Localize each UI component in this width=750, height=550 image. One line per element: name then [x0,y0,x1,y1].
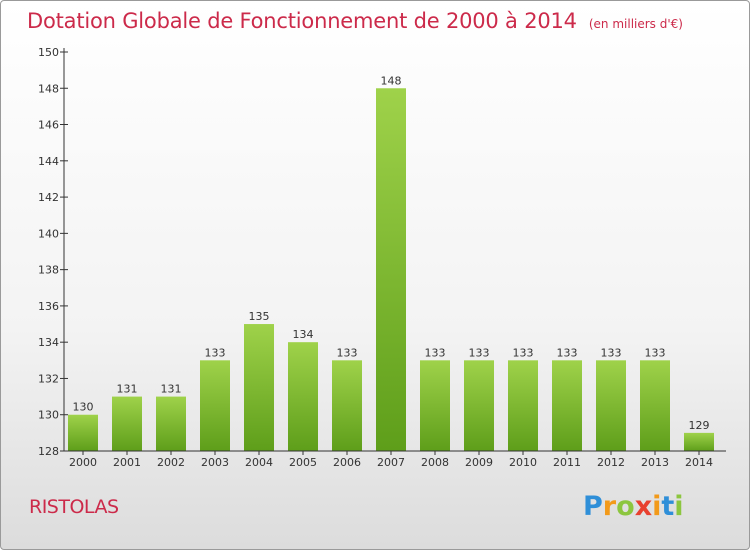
bar-2008 [420,360,450,451]
x-tick-label-2012: 2012 [597,456,625,469]
value-label-2008: 133 [425,346,446,359]
logo-letter: P [583,491,603,522]
y-tick-label-136: 136 [38,300,59,313]
value-label-2013: 133 [645,346,666,359]
x-tick-label-2005: 2005 [289,456,317,469]
logo-letter: t [661,491,675,522]
value-label-2010: 133 [513,346,534,359]
chart-unit: (en milliers d'€) [588,17,683,31]
x-tick-label-2008: 2008 [421,456,449,469]
bars-group: 130 131 131 133 135 134 133 148 133 133 133 133 133 1… [68,74,714,451]
x-tick-label-2010: 2010 [509,456,537,469]
value-label-2005: 134 [293,328,314,341]
value-label-2003: 133 [205,346,226,359]
x-tick-label-2004: 2004 [245,456,273,469]
x-tick-label-2014: 2014 [685,456,713,469]
x-tick-label-2009: 2009 [465,456,493,469]
x-tick-label-2007: 2007 [377,456,405,469]
bar-2010 [508,360,538,451]
value-label-2001: 131 [117,383,138,396]
x-tick-label-2013: 2013 [641,456,669,469]
y-tick-label-150: 150 [38,46,59,59]
bar-2002 [156,396,186,451]
bar-2012 [596,360,626,451]
value-label-2000: 130 [73,401,94,414]
value-label-2002: 131 [161,383,182,396]
bar-2009 [464,360,494,451]
bar-2007 [376,88,406,451]
value-label-2014: 129 [689,419,710,432]
value-label-2006: 133 [337,346,358,359]
x-tick-label-2003: 2003 [201,456,229,469]
bar-2004 [244,324,274,451]
bar-2006 [332,360,362,451]
logo-letter: i [652,491,662,522]
y-tick-label-134: 134 [38,336,59,349]
value-label-2004: 135 [249,310,270,323]
y-tick-label-146: 146 [38,119,59,132]
commune-name: RISTOLAS [29,496,119,518]
chart-title: Dotation Globale de Fonctionnement de 20… [27,9,577,33]
axes-group: 2000 2001 2002 2003 2004 2005 2006 2007 2008 2009… [38,46,726,469]
bar-2005 [288,342,318,451]
value-label-2011: 133 [557,346,578,359]
value-label-2009: 133 [469,346,490,359]
bar-2013 [640,360,670,451]
x-tick-label-2011: 2011 [553,456,581,469]
bar-2001 [112,396,142,451]
value-label-2012: 133 [601,346,622,359]
y-tick-label-132: 132 [38,372,59,385]
x-tick-label-2006: 2006 [333,456,361,469]
bar-2000 [68,414,98,451]
y-tick-label-148: 148 [38,82,59,95]
value-label-2007: 148 [381,74,402,87]
y-tick-label-144: 144 [38,155,59,168]
y-tick-label-138: 138 [38,264,59,277]
logo-letter: o [616,491,635,522]
x-tick-label-2000: 2000 [69,456,97,469]
bar-2011 [552,360,582,451]
logo-letter: i [674,491,684,522]
y-tick-label-142: 142 [38,191,59,204]
title-row: Dotation Globale de Fonctionnement de 20… [27,9,683,33]
bar-2014 [684,432,714,451]
bar-2003 [200,360,230,451]
y-tick-label-140: 140 [38,227,59,240]
x-tick-label-2002: 2002 [157,456,185,469]
y-tick-label-130: 130 [38,409,59,422]
x-tick-label-2001: 2001 [113,456,141,469]
proxiti-logo: Proxiti [583,491,684,522]
logo-letter: x [634,491,653,522]
y-tick-label-128: 128 [38,445,59,458]
logo-letter: r [602,491,617,522]
